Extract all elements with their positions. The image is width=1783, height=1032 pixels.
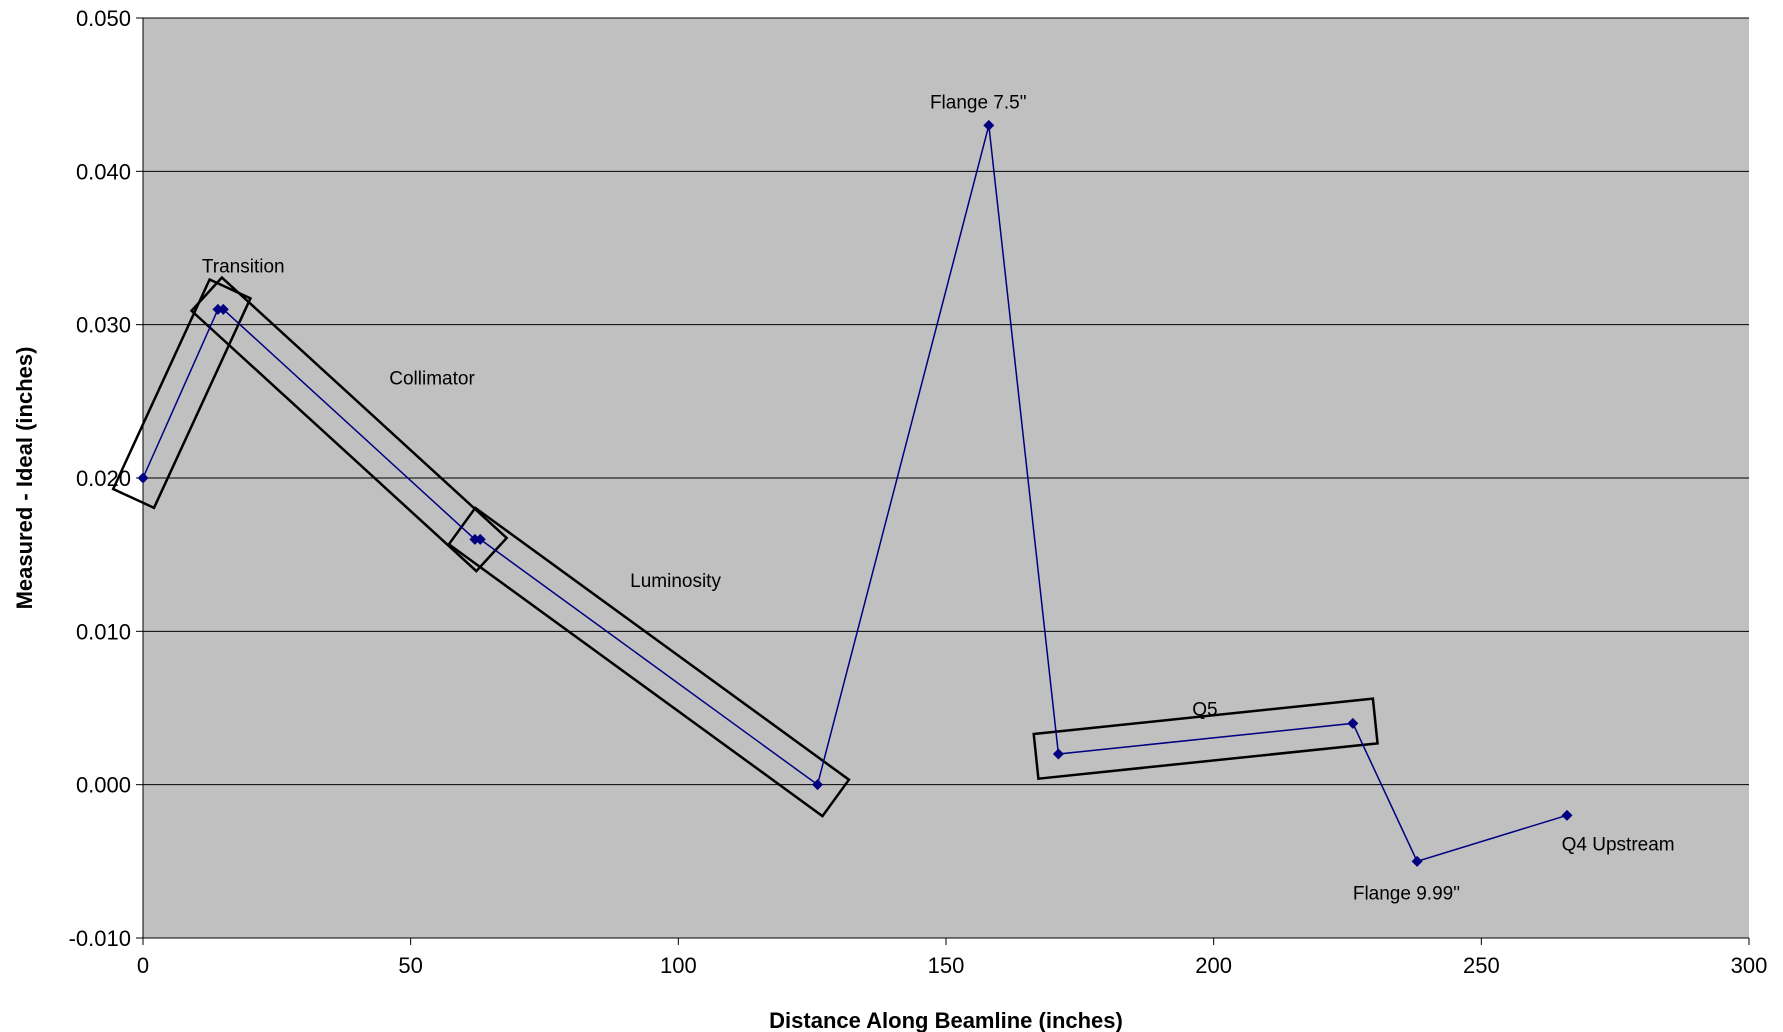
x-tick-label: 100	[660, 953, 697, 978]
data-point	[1561, 809, 1573, 821]
annotation-label: Flange 9.99"	[1353, 884, 1460, 905]
gridlines	[143, 17, 1749, 786]
annotation-label: Transition	[202, 257, 285, 278]
annotation-label: Collimator	[389, 368, 475, 389]
data-point	[1052, 748, 1064, 760]
annotation-label: Flange 7.5"	[930, 92, 1027, 113]
group-box-collimator	[189, 275, 509, 573]
x-tick-label: 50	[398, 953, 422, 978]
data-point	[1347, 717, 1359, 729]
annotation-label: Luminosity	[630, 571, 721, 592]
group-box-q5	[1032, 697, 1379, 781]
x-tick-label: 0	[137, 953, 149, 978]
y-tick-label: 0.030	[76, 313, 131, 338]
x-tick-label: 250	[1463, 953, 1500, 978]
group-box-transition	[111, 277, 253, 510]
x-tick-label: 300	[1731, 953, 1768, 978]
data-point	[474, 533, 486, 545]
data-point	[217, 303, 229, 315]
annotation-label: Q4 Upstream	[1562, 835, 1675, 856]
data-point	[812, 779, 824, 791]
y-tick-label: 0.000	[76, 773, 131, 798]
annotation-label: Q5	[1192, 700, 1217, 721]
group-box-luminosity	[447, 506, 851, 818]
annotations: Transition Collimator Luminosity Flange 7.5…	[202, 92, 1675, 904]
data-point	[983, 119, 995, 131]
x-tick-label: 150	[928, 953, 965, 978]
y-tick-label: 0.040	[76, 159, 131, 184]
y-tick-label: 0.050	[76, 6, 131, 31]
y-tick-label: 0.010	[76, 619, 131, 644]
group-boxes	[111, 275, 1379, 818]
data-point	[1411, 855, 1423, 867]
data-point	[137, 472, 149, 484]
series	[137, 119, 1573, 867]
x-axis-title: Distance Along Beamline (inches)	[769, 1008, 1123, 1032]
y-tick-label: -0.010	[69, 926, 131, 951]
y-axis-title: Measured - Ideal (inches)	[12, 347, 37, 610]
x-tick-label: 200	[1195, 953, 1232, 978]
